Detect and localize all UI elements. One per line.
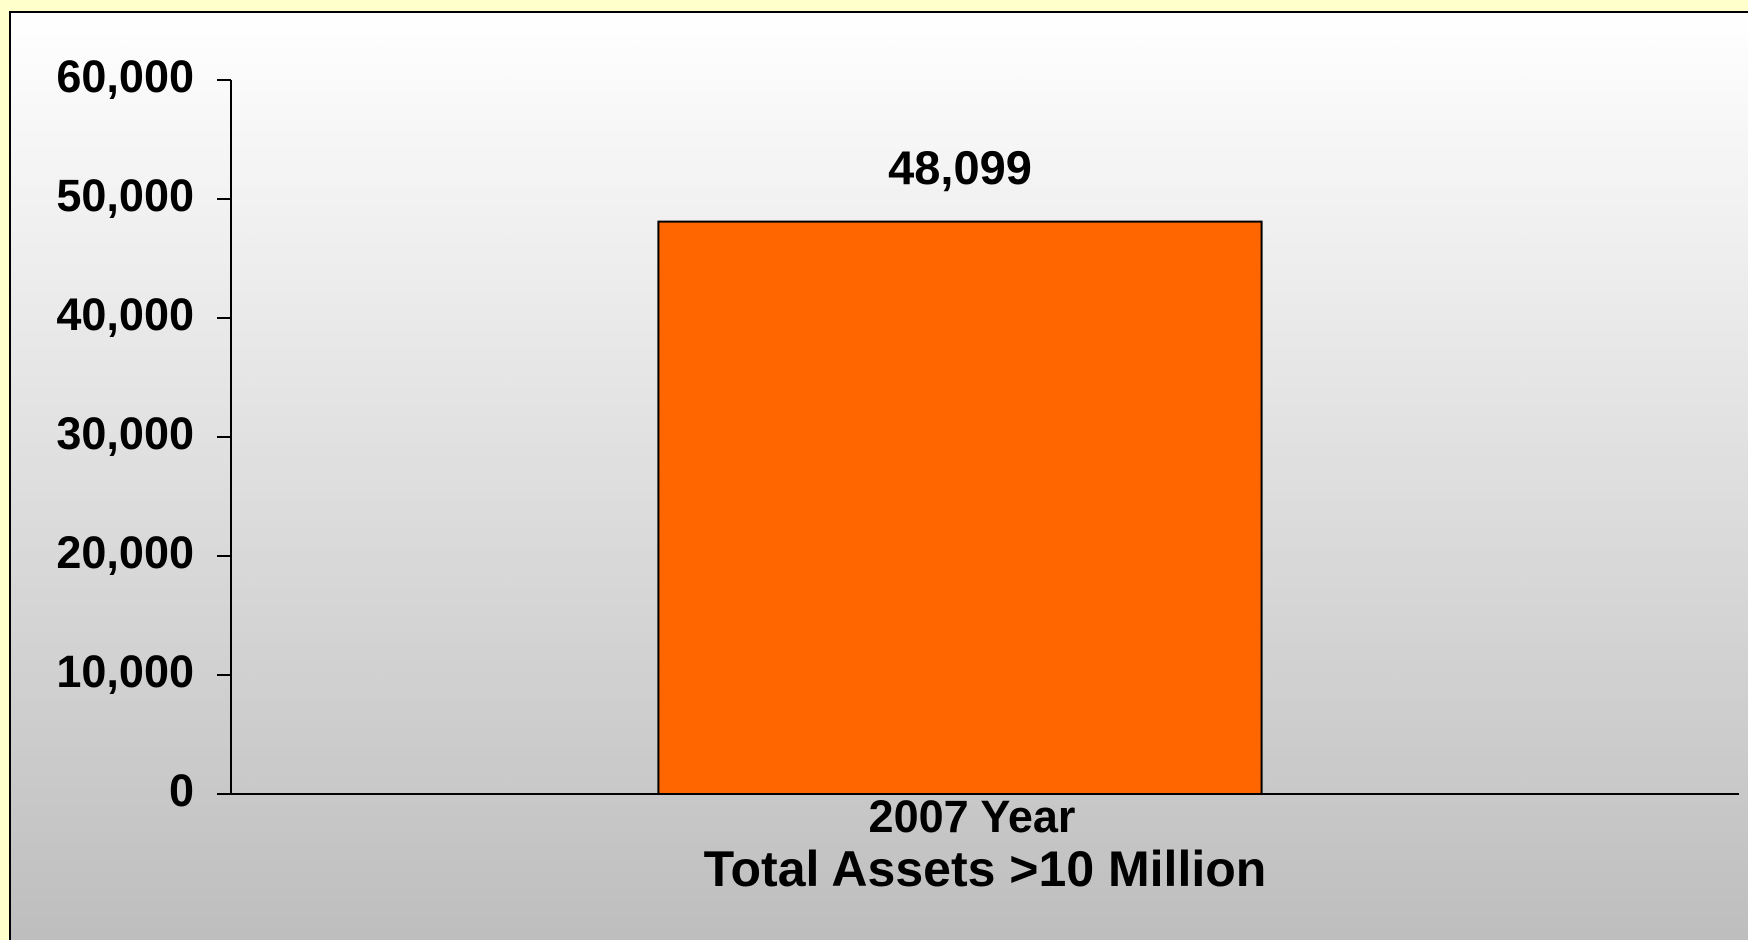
y-tick-label: 60,000: [56, 51, 194, 102]
y-tick-label: 30,000: [56, 408, 194, 459]
y-tick-label: 50,000: [56, 170, 194, 221]
y-tick-label: 0: [169, 765, 194, 816]
value-label: 48,099: [888, 141, 1032, 194]
y-tick-label: 40,000: [56, 289, 194, 340]
y-tick-label: 20,000: [56, 527, 194, 578]
x-axis-title: Total Assets >10 Million: [704, 841, 1267, 897]
bar: [657, 220, 1263, 796]
y-tick-label: 10,000: [56, 646, 194, 697]
category-label: 2007 Year: [869, 791, 1076, 842]
